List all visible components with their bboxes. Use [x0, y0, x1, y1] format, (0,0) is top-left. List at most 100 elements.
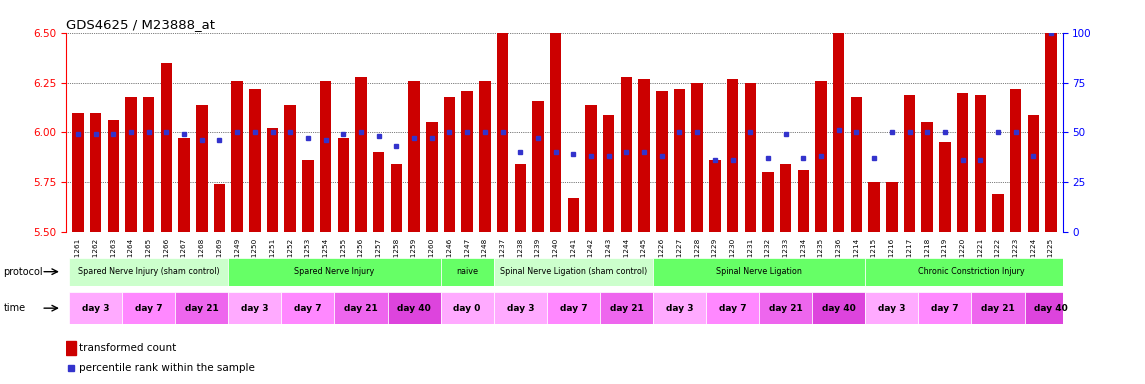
- Bar: [441, 293, 493, 324]
- Text: day 21: day 21: [768, 304, 803, 313]
- Bar: [497, 19, 508, 232]
- Text: day 7: day 7: [135, 304, 163, 313]
- Bar: [600, 293, 653, 324]
- Bar: [812, 293, 866, 324]
- Bar: [603, 114, 615, 232]
- Bar: [123, 293, 175, 324]
- Bar: [974, 94, 986, 232]
- Bar: [780, 164, 791, 232]
- Bar: [373, 152, 385, 232]
- Text: day 3: day 3: [665, 304, 693, 313]
- Bar: [125, 96, 136, 232]
- Bar: [282, 293, 334, 324]
- Bar: [532, 101, 544, 232]
- Bar: [547, 293, 600, 324]
- Bar: [175, 293, 228, 324]
- Text: Spinal Nerve Ligation: Spinal Nerve Ligation: [716, 267, 802, 276]
- Bar: [550, 19, 561, 232]
- Bar: [355, 76, 366, 232]
- Bar: [334, 293, 387, 324]
- Bar: [196, 104, 207, 232]
- Bar: [957, 93, 969, 232]
- Text: Spared Nerve Injury (sham control): Spared Nerve Injury (sham control): [78, 267, 220, 276]
- Text: day 40: day 40: [1034, 304, 1068, 313]
- Text: Chronic Constriction Injury: Chronic Constriction Injury: [918, 267, 1025, 276]
- Bar: [903, 94, 915, 232]
- Bar: [851, 96, 862, 232]
- Text: day 3: day 3: [81, 304, 110, 313]
- Bar: [479, 81, 490, 232]
- Bar: [69, 293, 123, 324]
- Bar: [214, 184, 226, 232]
- Text: day 21: day 21: [184, 304, 219, 313]
- Text: day 7: day 7: [719, 304, 747, 313]
- Bar: [922, 122, 933, 232]
- Bar: [727, 79, 739, 232]
- Bar: [441, 258, 493, 286]
- Bar: [72, 113, 84, 232]
- Bar: [744, 83, 756, 232]
- Text: naive: naive: [456, 267, 479, 276]
- Bar: [585, 104, 597, 232]
- Bar: [706, 293, 759, 324]
- Bar: [228, 258, 441, 286]
- Text: transformed count: transformed count: [79, 343, 176, 353]
- Bar: [639, 79, 650, 232]
- Bar: [493, 258, 653, 286]
- Bar: [390, 164, 402, 232]
- Bar: [866, 258, 1077, 286]
- Bar: [514, 164, 526, 232]
- Bar: [656, 91, 668, 232]
- Bar: [815, 81, 827, 232]
- Bar: [653, 293, 706, 324]
- Bar: [284, 104, 297, 232]
- Bar: [939, 142, 950, 232]
- Bar: [66, 341, 76, 355]
- Bar: [673, 89, 685, 232]
- Bar: [709, 161, 720, 232]
- Text: protocol: protocol: [3, 266, 44, 277]
- Bar: [971, 293, 1025, 324]
- Bar: [143, 96, 155, 232]
- Text: day 7: day 7: [931, 304, 958, 313]
- Bar: [692, 83, 703, 232]
- Text: day 7: day 7: [560, 304, 587, 313]
- Text: day 40: day 40: [822, 304, 855, 313]
- Text: GDS4625 / M23888_at: GDS4625 / M23888_at: [66, 18, 215, 31]
- Text: time: time: [3, 303, 25, 313]
- Bar: [319, 81, 331, 232]
- Bar: [461, 91, 473, 232]
- Text: day 40: day 40: [397, 304, 431, 313]
- Text: day 3: day 3: [242, 304, 269, 313]
- Bar: [798, 170, 810, 232]
- Bar: [868, 182, 879, 232]
- Bar: [179, 139, 190, 232]
- Text: day 21: day 21: [345, 304, 378, 313]
- Bar: [444, 96, 456, 232]
- Bar: [1010, 89, 1021, 232]
- Text: day 0: day 0: [453, 304, 481, 313]
- Bar: [228, 293, 282, 324]
- Bar: [69, 258, 228, 286]
- Text: day 21: day 21: [981, 304, 1014, 313]
- Text: day 3: day 3: [878, 304, 906, 313]
- Bar: [1045, 0, 1057, 232]
- Bar: [160, 63, 172, 232]
- Bar: [426, 122, 437, 232]
- Bar: [918, 293, 971, 324]
- Text: day 7: day 7: [294, 304, 322, 313]
- Text: percentile rank within the sample: percentile rank within the sample: [79, 363, 255, 373]
- Bar: [886, 182, 898, 232]
- Bar: [866, 293, 918, 324]
- Bar: [302, 161, 314, 232]
- Bar: [89, 113, 102, 232]
- Bar: [568, 199, 579, 232]
- Bar: [763, 172, 774, 232]
- Bar: [493, 293, 547, 324]
- Text: day 3: day 3: [506, 304, 534, 313]
- Bar: [653, 258, 866, 286]
- Bar: [338, 139, 349, 232]
- Bar: [409, 81, 420, 232]
- Text: Spared Nerve Injury: Spared Nerve Injury: [294, 267, 374, 276]
- Bar: [231, 81, 243, 232]
